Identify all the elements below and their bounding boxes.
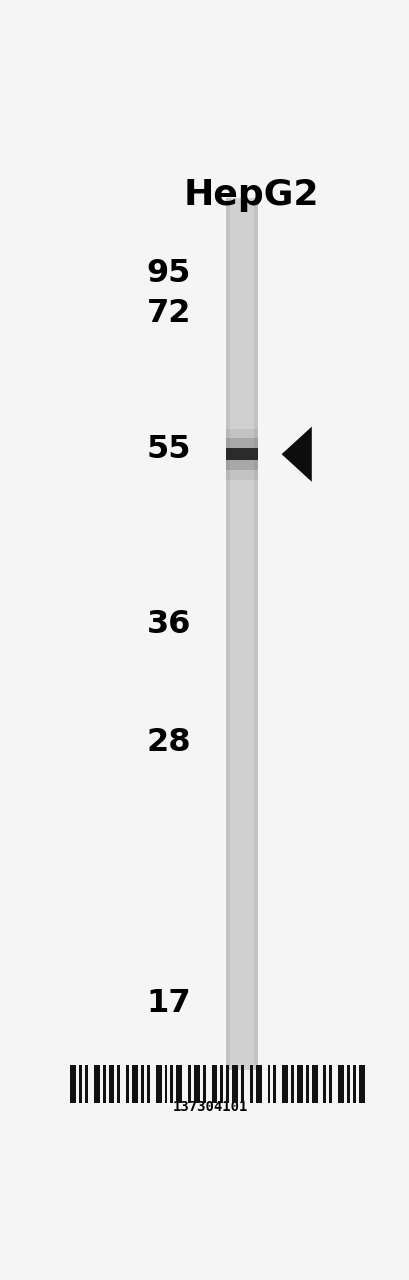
Bar [211,1065,217,1103]
Text: 72: 72 [146,298,191,329]
Bar [231,1065,238,1103]
Bar [240,1065,243,1103]
Bar [337,1065,343,1103]
Bar [328,1065,331,1103]
Bar [281,1065,288,1103]
Bar [226,1065,229,1103]
Bar [176,1065,182,1103]
Bar [146,1065,149,1103]
Text: 95: 95 [146,259,191,289]
Text: 137304101: 137304101 [172,1100,247,1114]
Bar [193,1065,199,1103]
Polygon shape [281,426,311,481]
Bar [108,1065,114,1103]
Text: HepG2: HepG2 [183,178,318,212]
Text: 28: 28 [146,727,191,759]
Bar [225,198,257,1070]
Bar [305,1065,308,1103]
Bar [85,1065,88,1103]
Bar [155,1065,161,1103]
Bar [408,1065,409,1103]
Bar [352,1065,355,1103]
Bar [225,448,257,460]
Bar [188,1065,191,1103]
Bar [370,1065,373,1103]
Bar [141,1065,144,1103]
Bar [253,198,257,1070]
Bar [296,1065,302,1103]
Bar [358,1065,364,1103]
Bar [225,429,257,480]
Bar [273,1065,276,1103]
Bar [170,1065,173,1103]
Bar [399,1065,405,1103]
Text: 55: 55 [146,434,191,465]
Bar [202,1065,205,1103]
Bar [323,1065,326,1103]
Bar [79,1065,82,1103]
Text: 17: 17 [146,988,191,1019]
Bar [126,1065,129,1103]
Bar [393,1065,396,1103]
Bar [225,198,229,1070]
Bar [311,1065,317,1103]
Bar [220,1065,223,1103]
Bar [290,1065,293,1103]
Bar [102,1065,106,1103]
Bar [378,1065,381,1103]
Bar [164,1065,167,1103]
Bar [132,1065,138,1103]
Bar [70,1065,76,1103]
Bar [249,1065,252,1103]
Bar [267,1065,270,1103]
Text: 36: 36 [146,609,191,640]
Bar [346,1065,349,1103]
Bar [255,1065,261,1103]
Bar [94,1065,99,1103]
Bar [384,1065,390,1103]
Bar [117,1065,120,1103]
Bar [225,439,257,470]
